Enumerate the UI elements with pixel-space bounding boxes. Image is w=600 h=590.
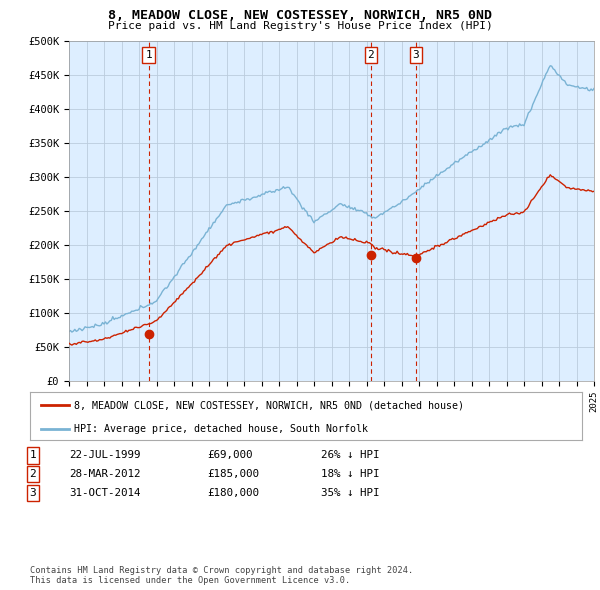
- Text: 8, MEADOW CLOSE, NEW COSTESSEY, NORWICH, NR5 0ND: 8, MEADOW CLOSE, NEW COSTESSEY, NORWICH,…: [108, 9, 492, 22]
- Text: £180,000: £180,000: [207, 489, 259, 498]
- Text: 1: 1: [145, 50, 152, 60]
- Text: Price paid vs. HM Land Registry's House Price Index (HPI): Price paid vs. HM Land Registry's House …: [107, 21, 493, 31]
- Text: 35% ↓ HPI: 35% ↓ HPI: [321, 489, 380, 498]
- Text: 2: 2: [29, 470, 37, 479]
- Text: 1: 1: [29, 451, 37, 460]
- Text: Contains HM Land Registry data © Crown copyright and database right 2024.
This d: Contains HM Land Registry data © Crown c…: [30, 566, 413, 585]
- Text: 3: 3: [413, 50, 419, 60]
- Text: 8, MEADOW CLOSE, NEW COSTESSEY, NORWICH, NR5 0ND (detached house): 8, MEADOW CLOSE, NEW COSTESSEY, NORWICH,…: [74, 400, 464, 410]
- Text: 18% ↓ HPI: 18% ↓ HPI: [321, 470, 380, 479]
- Text: 22-JUL-1999: 22-JUL-1999: [69, 451, 140, 460]
- Text: HPI: Average price, detached house, South Norfolk: HPI: Average price, detached house, Sout…: [74, 424, 368, 434]
- Text: £69,000: £69,000: [207, 451, 253, 460]
- Text: 3: 3: [29, 489, 37, 498]
- Text: 26% ↓ HPI: 26% ↓ HPI: [321, 451, 380, 460]
- Text: 31-OCT-2014: 31-OCT-2014: [69, 489, 140, 498]
- Text: £185,000: £185,000: [207, 470, 259, 479]
- Text: 2: 2: [367, 50, 374, 60]
- Text: 28-MAR-2012: 28-MAR-2012: [69, 470, 140, 479]
